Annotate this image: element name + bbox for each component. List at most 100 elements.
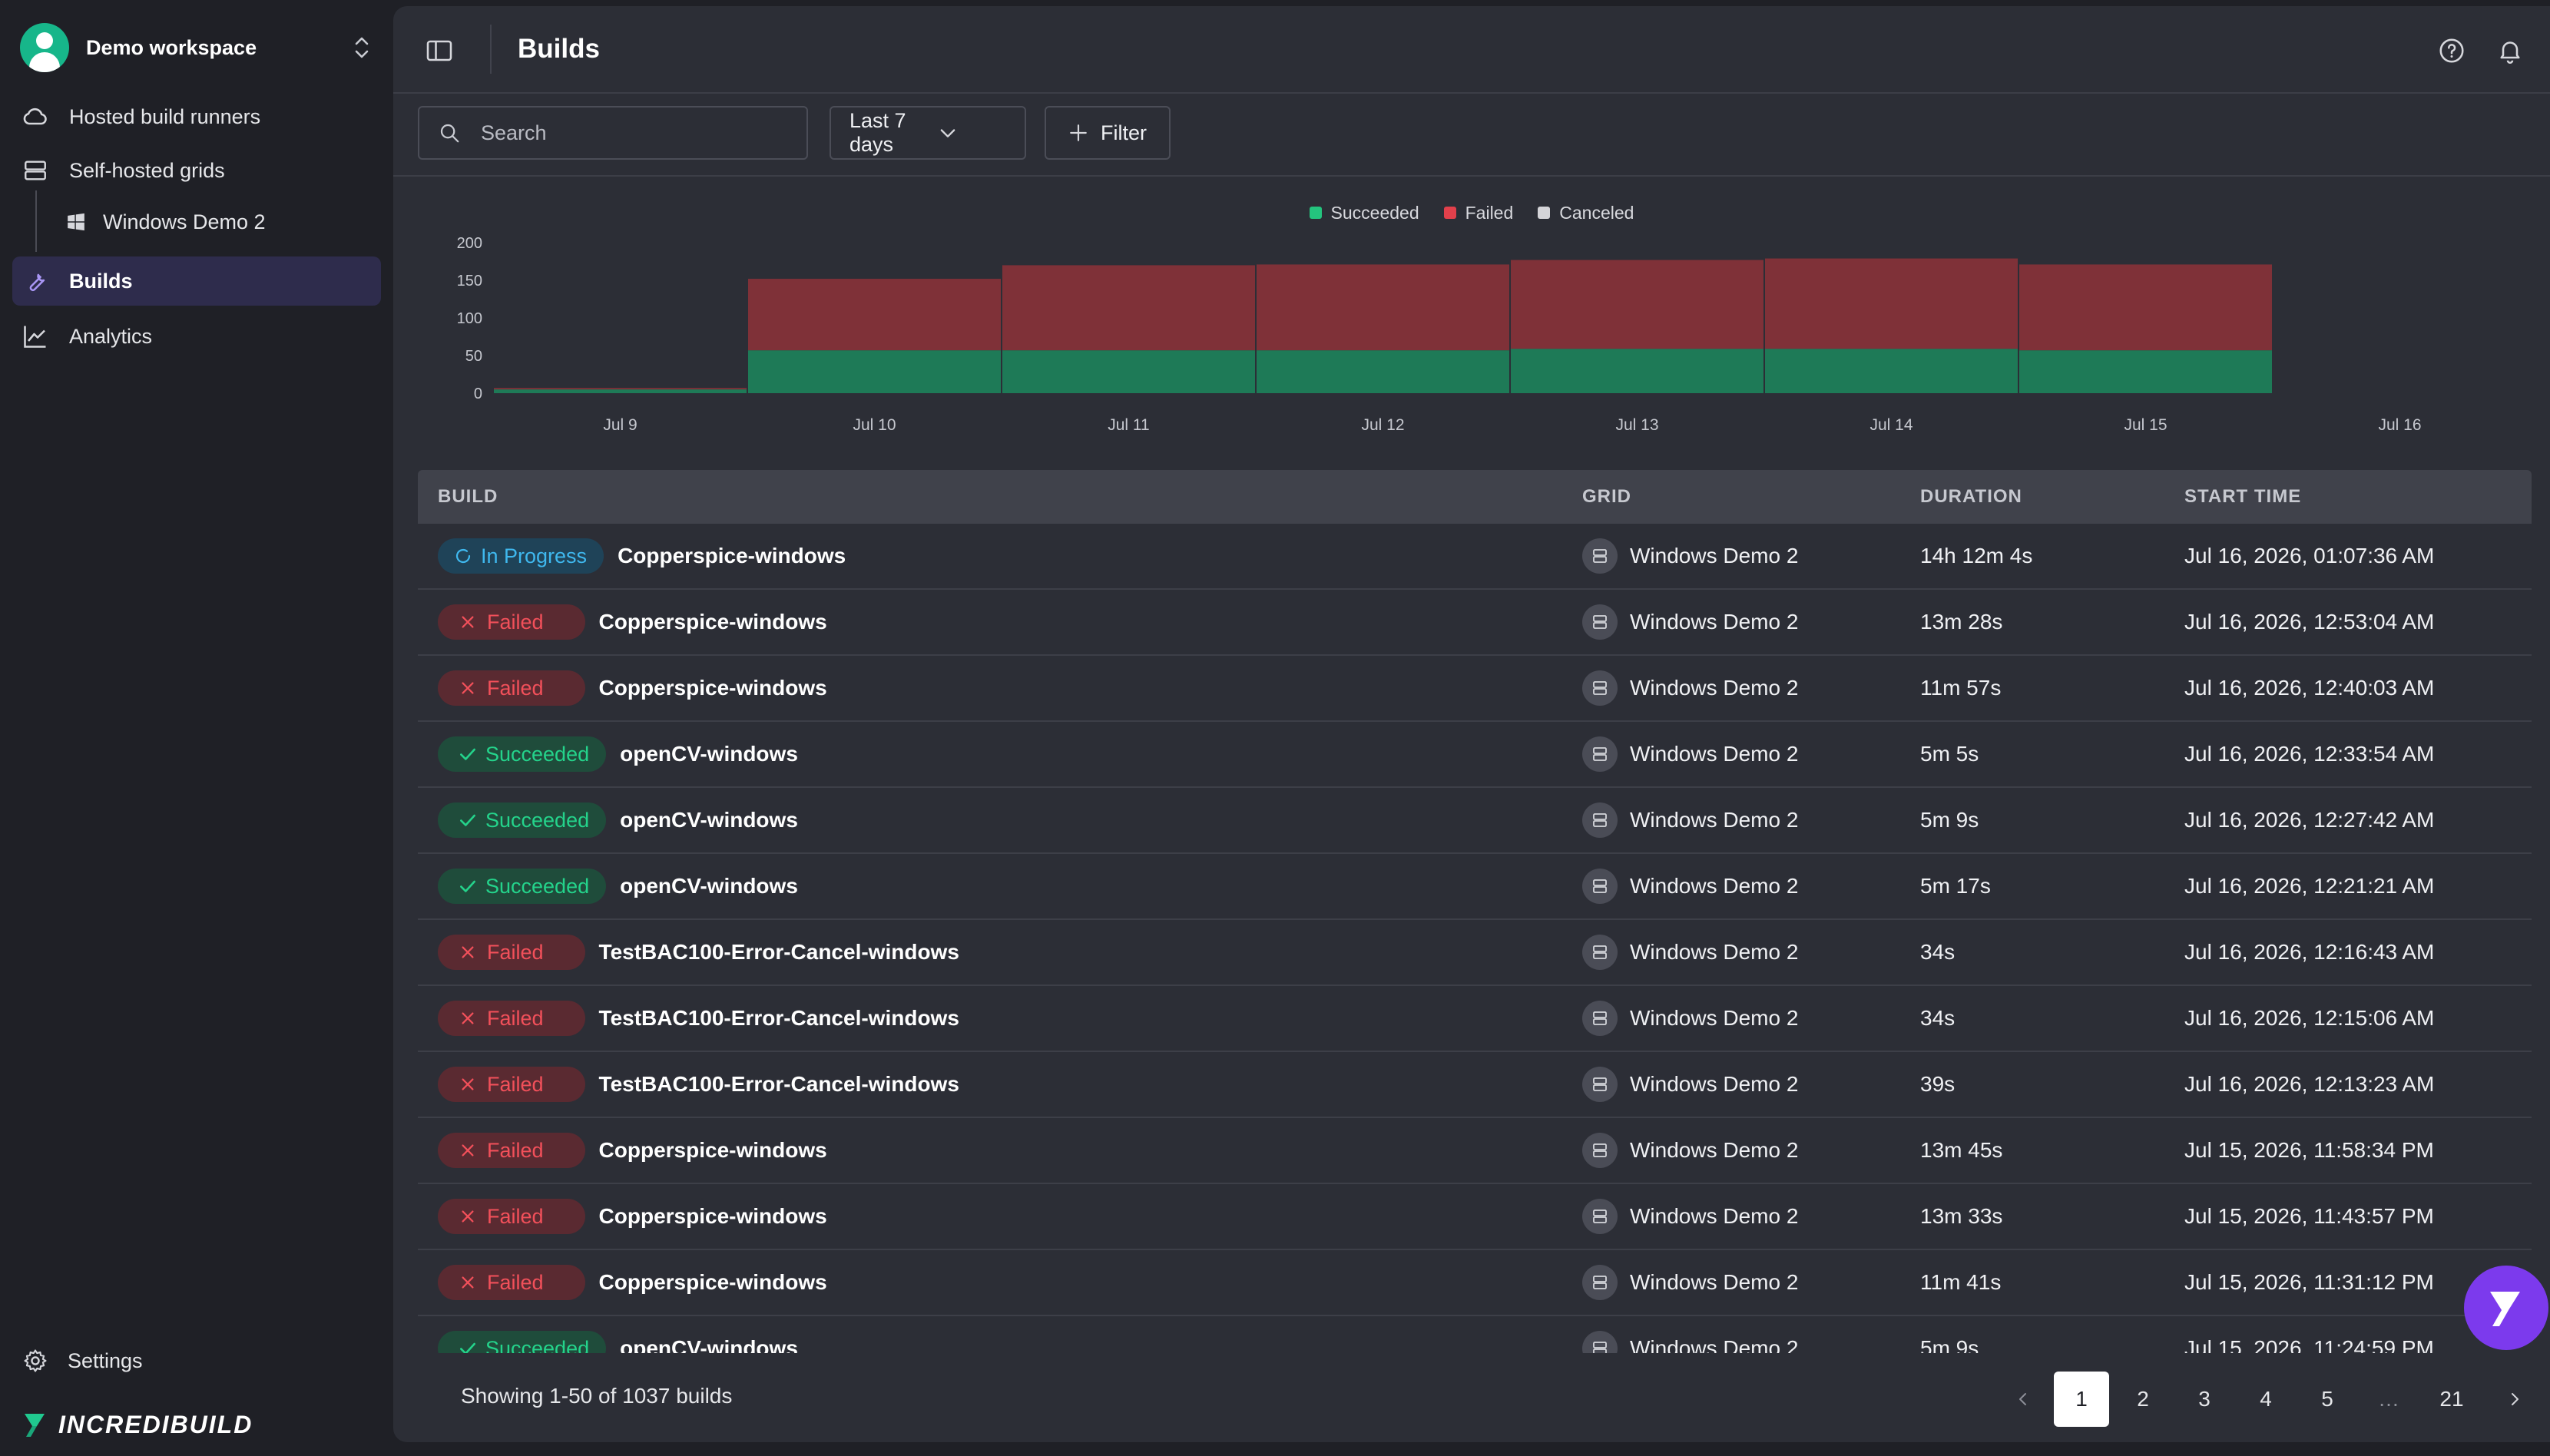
status-label: Failed <box>487 676 544 700</box>
legend-item-canceled[interactable]: Canceled <box>1538 203 1634 223</box>
tree-line <box>35 190 37 252</box>
build-name[interactable]: Copperspice-windows <box>598 610 827 634</box>
bar-failed[interactable] <box>494 388 747 390</box>
table-row[interactable]: Failed Copperspice-windows Windows Demo 2 1… <box>418 656 2532 722</box>
build-name[interactable]: openCV-windows <box>620 874 798 898</box>
build-name[interactable]: TestBAC100-Error-Cancel-windows <box>598 940 959 964</box>
table-row[interactable]: Succeeded openCV-windows Windows Demo 2 5m … <box>418 788 2532 854</box>
server-icon <box>1582 1067 1618 1102</box>
bar-succeeded[interactable] <box>1765 349 2018 393</box>
build-name[interactable]: Copperspice-windows <box>598 676 827 700</box>
duration-cell: 13m 33s <box>1920 1204 2003 1228</box>
x-tick-label: Jul 16 <box>2378 416 2421 434</box>
table-row[interactable]: Failed Copperspice-windows Windows Demo 2 1… <box>418 1118 2532 1184</box>
x-icon <box>458 942 478 962</box>
build-name[interactable]: Copperspice-windows <box>618 544 846 568</box>
grid-cell: Windows Demo 2 <box>1582 604 1920 640</box>
build-name[interactable]: TestBAC100-Error-Cancel-windows <box>598 1006 959 1030</box>
workspace-switcher[interactable]: Demo workspace <box>20 23 373 72</box>
column-header-grid[interactable]: GRID <box>1582 486 1631 507</box>
workspace-avatar <box>20 23 69 72</box>
bar-failed[interactable] <box>1002 265 1255 351</box>
filter-label: Filter <box>1101 121 1147 144</box>
table-row[interactable]: Succeeded openCV-windows Windows Demo 2 5m … <box>418 1316 2532 1353</box>
build-name[interactable]: openCV-windows <box>620 1336 798 1353</box>
grid-name: Windows Demo 2 <box>1630 1204 1799 1228</box>
sidebar-item-label: Self-hosted grids <box>69 158 225 182</box>
table-row[interactable]: Failed Copperspice-windows Windows Demo 2 1… <box>418 590 2532 656</box>
table-row[interactable]: Failed TestBAC100-Error-Cancel-windows Win… <box>418 920 2532 986</box>
column-header-duration[interactable]: DURATION <box>1920 486 2022 507</box>
sidebar-item-analytics[interactable]: Analytics <box>12 312 381 361</box>
help-icon[interactable] <box>2436 35 2467 66</box>
column-header-build[interactable]: BUILD <box>438 486 498 507</box>
bar-failed[interactable] <box>1765 258 2018 349</box>
start-time-cell: Jul 16, 2026, 01:07:36 AM <box>2184 544 2435 568</box>
search-input[interactable] <box>479 120 790 146</box>
bar-succeeded[interactable] <box>1257 350 1509 393</box>
start-time-cell: Jul 16, 2026, 12:53:04 AM <box>2184 610 2435 634</box>
grid-cell: Windows Demo 2 <box>1582 1001 1920 1036</box>
start-time-cell: Jul 16, 2026, 12:13:23 AM <box>2184 1072 2435 1096</box>
date-range-select[interactable]: Last 7 days <box>830 106 1026 160</box>
build-name[interactable]: TestBAC100-Error-Cancel-windows <box>598 1072 959 1096</box>
x-icon <box>458 1272 478 1292</box>
x-icon <box>458 1008 478 1028</box>
sidebar-item-hosted-build-runners[interactable]: Hosted build runners <box>12 92 381 141</box>
table-row[interactable]: Failed Copperspice-windows Windows Demo 2 1… <box>418 1184 2532 1250</box>
y-tick-label: 100 <box>457 310 482 327</box>
page-button[interactable]: 2 <box>2137 1387 2149 1411</box>
page-button[interactable]: 3 <box>2198 1387 2211 1411</box>
page-button[interactable]: 5 <box>2321 1387 2333 1411</box>
assistant-launcher-button[interactable] <box>2464 1266 2548 1350</box>
bar-succeeded[interactable] <box>1511 349 1763 393</box>
bar-succeeded[interactable] <box>748 350 1001 393</box>
prev-page-icon[interactable] <box>1995 1372 2051 1427</box>
page-button[interactable]: 21 <box>2439 1387 2464 1411</box>
legend-item-succeeded[interactable]: Succeeded <box>1309 202 1419 223</box>
build-name[interactable]: openCV-windows <box>620 742 798 766</box>
table-row[interactable]: Succeeded openCV-windows Windows Demo 2 5m … <box>418 854 2532 920</box>
bar-succeeded[interactable] <box>1002 350 1255 393</box>
bar-succeeded[interactable] <box>494 389 747 393</box>
legend-item-failed[interactable]: Failed <box>1443 203 1513 223</box>
page-button[interactable]: 4 <box>2260 1387 2272 1411</box>
x-icon <box>458 1206 478 1226</box>
build-name[interactable]: Copperspice-windows <box>598 1138 827 1162</box>
filter-button[interactable]: Filter <box>1045 106 1171 160</box>
sidebar-item-settings[interactable]: Settings <box>20 1336 143 1385</box>
bar-failed[interactable] <box>2019 264 2272 351</box>
build-name[interactable]: Copperspice-windows <box>598 1204 827 1228</box>
incredibuild-logo: INCREDIBUILD <box>22 1405 253 1444</box>
bar-failed[interactable] <box>1257 264 1509 351</box>
build-name[interactable]: Copperspice-windows <box>598 1270 827 1294</box>
table-row[interactable]: Failed Copperspice-windows Windows Demo 2 1… <box>418 1250 2532 1316</box>
table-row[interactable]: In Progress Copperspice-windows Windows De… <box>418 524 2532 590</box>
grid-cell: Windows Demo 2 <box>1582 1199 1920 1234</box>
build-name[interactable]: openCV-windows <box>620 808 798 832</box>
table-row[interactable]: Failed TestBAC100-Error-Cancel-windows Win… <box>418 1052 2532 1118</box>
column-header-start-time[interactable]: START TIME <box>2184 486 2302 507</box>
sidebar-item-windows-demo-2[interactable]: Windows Demo 2 <box>35 190 373 252</box>
sidebar-item-builds[interactable]: Builds <box>12 256 381 306</box>
grid-name: Windows Demo 2 <box>1630 940 1799 964</box>
bar-failed[interactable] <box>748 279 1001 351</box>
bar-failed[interactable] <box>1511 260 1763 349</box>
bar-succeeded[interactable] <box>2019 350 2272 393</box>
table-row[interactable]: Succeeded openCV-windows Windows Demo 2 5m … <box>418 722 2532 788</box>
next-page-icon[interactable] <box>2487 1372 2542 1427</box>
check-icon <box>458 1339 478 1353</box>
spinner-icon <box>453 546 473 566</box>
grid-cell: Windows Demo 2 <box>1582 935 1920 970</box>
start-time-cell: Jul 16, 2026, 12:15:06 AM <box>2184 1006 2435 1030</box>
table-row[interactable]: Failed TestBAC100-Error-Cancel-windows Win… <box>418 986 2532 1052</box>
server-icon <box>1582 1265 1618 1300</box>
sidebar-toggle-icon[interactable] <box>424 35 455 66</box>
workspace-name: Demo workspace <box>86 35 257 59</box>
build-cell: Failed TestBAC100-Error-Cancel-windows <box>418 935 1582 970</box>
sidebar-item-self-hosted-grids[interactable]: Self-hosted grids <box>12 146 381 195</box>
page-button[interactable]: 1 <box>2054 1372 2109 1427</box>
bell-icon[interactable] <box>2495 35 2525 66</box>
search-box[interactable] <box>418 106 808 160</box>
legend-label: Succeeded <box>1330 202 1419 223</box>
